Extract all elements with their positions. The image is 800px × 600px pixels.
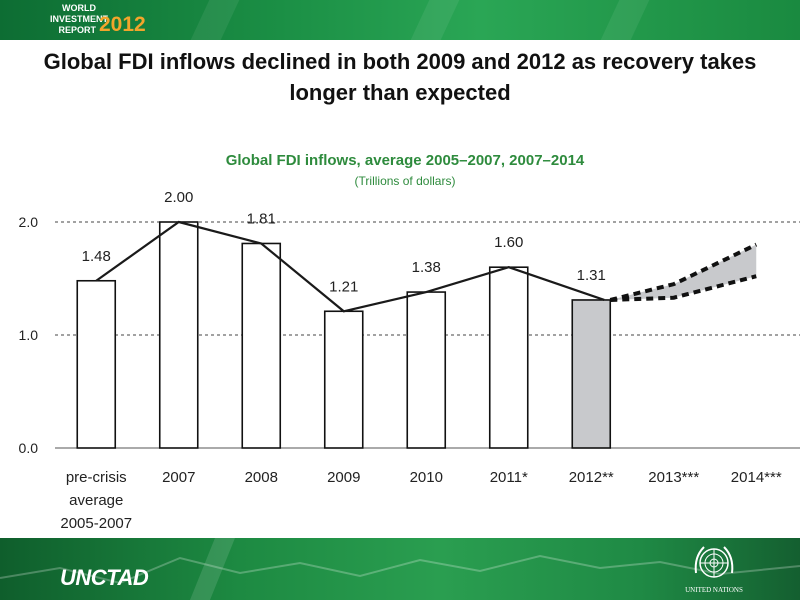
- value-label: 2.00: [164, 189, 193, 206]
- x-tick-label: 2009: [327, 469, 360, 486]
- x-tick-label: 2013***: [648, 469, 699, 486]
- world-investment-report-logo: WORLD INVESTMENT REPORT 2012: [50, 3, 146, 37]
- value-label: 1.21: [329, 278, 358, 295]
- bar-2009: [323, 310, 364, 449]
- trend-line: [95, 220, 605, 313]
- value-labels: 1.48 2.00 1.81 1.21 1.38 1.60 1.31: [82, 189, 606, 295]
- unctad-logo: UNCTAD: [60, 565, 149, 590]
- projection-band: [609, 242, 758, 302]
- x-axis-labels: pre-crisis average 2005-2007 2007 2008 2009 20…: [60, 469, 781, 532]
- y-tick-label: 1.0: [19, 327, 39, 343]
- logo-line-2: INVESTMENT: [50, 14, 109, 24]
- x-tick-label: 2014***: [731, 469, 782, 486]
- un-emblem-icon: [694, 546, 734, 578]
- top-banner: [0, 0, 800, 40]
- y-axis-labels: 0.0 1.0 2.0: [19, 214, 39, 456]
- value-label: 1.31: [577, 267, 606, 284]
- chart-subtitle: (Trillions of dollars): [355, 174, 456, 188]
- x-tick-label: 2010: [410, 469, 443, 486]
- x-tick-label: 2011*: [490, 469, 528, 486]
- value-label: 1.48: [82, 248, 111, 265]
- bar-2007: [158, 221, 199, 449]
- x-tick-label: pre-crisis: [66, 469, 127, 486]
- fdi-bar-chart: Global FDI inflows, average 2005–2007, 2…: [19, 152, 800, 532]
- bar-2008: [241, 242, 282, 449]
- value-label: 1.81: [247, 210, 276, 227]
- x-tick-label: 2005-2007: [60, 515, 132, 532]
- x-tick-label: 2007: [162, 469, 195, 486]
- bar-2012: [571, 299, 612, 449]
- y-tick-label: 0.0: [19, 440, 39, 456]
- trend-polyline: [95, 220, 605, 313]
- x-tick-label: 2008: [245, 469, 278, 486]
- bar-pre-crisis-average-2005-2007: [76, 279, 117, 449]
- bar-2011: [488, 266, 529, 449]
- projection-area: [610, 244, 757, 300]
- logo-line-1: WORLD: [62, 3, 96, 13]
- slide-headline: Global FDI inflows declined in both 2009…: [43, 49, 757, 105]
- value-label: 1.60: [494, 234, 523, 251]
- chart-title: Global FDI inflows, average 2005–2007, 2…: [226, 152, 585, 169]
- bars: [76, 221, 612, 449]
- x-tick-label: average: [69, 492, 123, 509]
- y-tick-label: 2.0: [19, 214, 39, 230]
- united-nations-label: UNITED NATIONS: [685, 586, 743, 594]
- projection-lower-line: [610, 274, 757, 302]
- logo-line-3: REPORT: [58, 25, 96, 35]
- x-tick-label: 2012**: [569, 469, 614, 486]
- bottom-banner: [0, 538, 800, 600]
- value-label: 1.38: [412, 259, 441, 276]
- projection-upper-line: [609, 242, 758, 302]
- bar-2010: [406, 291, 447, 449]
- logo-year: 2012: [99, 13, 146, 36]
